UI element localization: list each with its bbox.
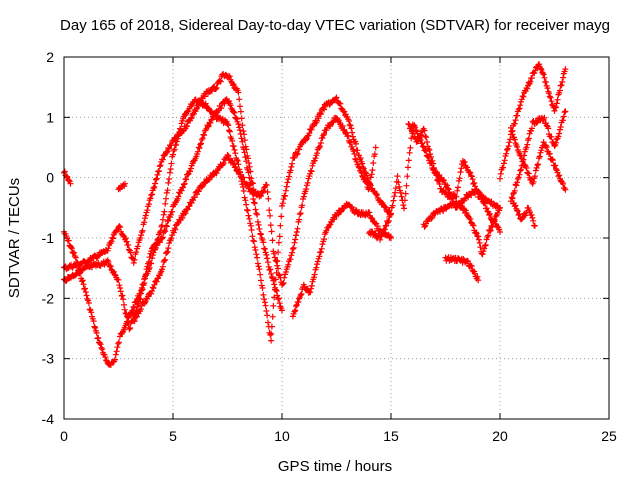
series-track-9 (420, 200, 503, 258)
series-track-16 (115, 180, 128, 193)
plot-frame (63, 56, 610, 420)
y-tick-label: -4 (42, 411, 55, 427)
y-tick-label: -1 (42, 230, 55, 246)
x-tick-label: 10 (274, 428, 290, 444)
series-track-10 (442, 254, 482, 284)
plus-markers (510, 200, 538, 229)
y-tick-label: 1 (46, 109, 54, 125)
plus-markers (289, 200, 394, 320)
series-track-13 (507, 124, 569, 193)
plus-markers (497, 61, 569, 182)
x-axis-label: GPS time / hours (278, 458, 392, 475)
series-track-11 (497, 61, 569, 182)
plus-markers (405, 121, 503, 212)
plus-markers (115, 180, 128, 193)
y-tick-label: -2 (42, 290, 55, 306)
series-track-4 (130, 114, 379, 325)
series-track-5 (268, 94, 394, 337)
series-track-15 (61, 168, 74, 187)
x-tick-label: 5 (169, 428, 177, 444)
plus-markers (420, 200, 503, 258)
data-points (61, 61, 569, 368)
grid-lines (64, 57, 609, 419)
x-tick-label: 20 (492, 428, 508, 444)
plus-markers (61, 168, 74, 187)
y-tick-labels: -4 -3 -2 -1 0 1 2 (42, 49, 55, 427)
y-tick-label: 2 (46, 49, 54, 65)
series-track-6 (289, 200, 394, 320)
plus-markers (130, 114, 379, 325)
x-tick-labels: 0 5 10 15 20 25 (60, 428, 617, 444)
series-track-7 (366, 121, 503, 243)
series-track-1 (61, 96, 275, 368)
x-tick-label: 25 (601, 428, 617, 444)
plus-markers (61, 96, 275, 368)
series-track-14 (510, 200, 538, 229)
y-tick-label: 0 (46, 170, 54, 186)
x-tick-label: 15 (383, 428, 399, 444)
plus-markers (366, 121, 503, 243)
series-track-3 (61, 96, 285, 333)
chart-title: Day 165 of 2018, Sidereal Day-to-day VTE… (60, 17, 610, 34)
y-axis-label: SDTVAR / TECUs (6, 178, 23, 298)
x-tick-label: 0 (60, 428, 68, 444)
y-tick-label: -3 (42, 351, 55, 367)
plus-markers (442, 254, 482, 284)
plus-markers (507, 124, 569, 193)
series-track-8 (405, 121, 503, 212)
plus-markers (61, 96, 285, 333)
plus-markers (268, 94, 394, 337)
